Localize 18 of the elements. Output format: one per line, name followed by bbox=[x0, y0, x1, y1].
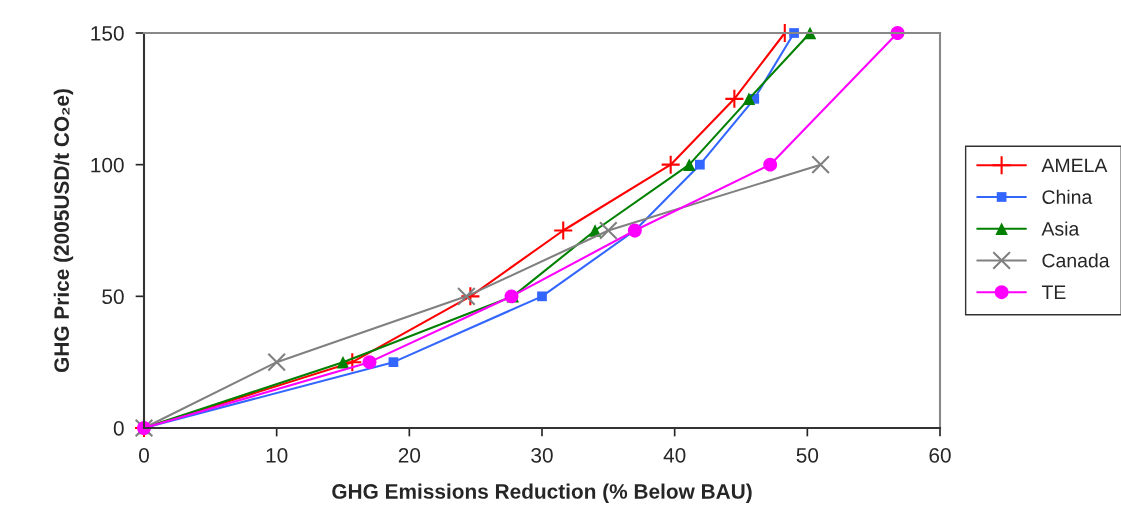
x-tick-label: 20 bbox=[398, 447, 421, 463]
legend-label: AMELA bbox=[1041, 158, 1108, 173]
y-tick-label: 0 bbox=[113, 421, 124, 436]
x-tick-label: 0 bbox=[139, 447, 149, 463]
x-tick-label: 10 bbox=[266, 447, 288, 463]
x-tick-label: 50 bbox=[796, 447, 819, 463]
x-axis-title: GHG Emissions Reduction (% Below BAU) bbox=[332, 483, 752, 503]
x-tick-label: 60 bbox=[929, 447, 951, 463]
y-tick-label: 50 bbox=[102, 289, 124, 305]
legend-label: Asia bbox=[1041, 221, 1080, 236]
legend-label: China bbox=[1042, 189, 1093, 204]
y-tick-label: 150 bbox=[91, 26, 124, 41]
legend-label: Canada bbox=[1042, 253, 1110, 268]
y-tick-label: 100 bbox=[91, 157, 124, 173]
x-tick-label: 40 bbox=[663, 447, 686, 463]
legend-label: TE bbox=[1041, 285, 1066, 299]
x-tick-label: 30 bbox=[531, 447, 553, 463]
y-axis-title: GHG Price (2005USD/t CO₂e) bbox=[53, 89, 74, 373]
